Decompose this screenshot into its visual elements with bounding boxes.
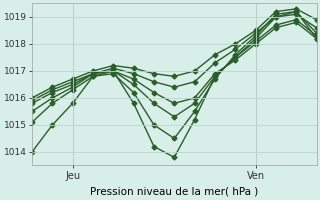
X-axis label: Pression niveau de la mer( hPa ): Pression niveau de la mer( hPa ): [90, 187, 259, 197]
